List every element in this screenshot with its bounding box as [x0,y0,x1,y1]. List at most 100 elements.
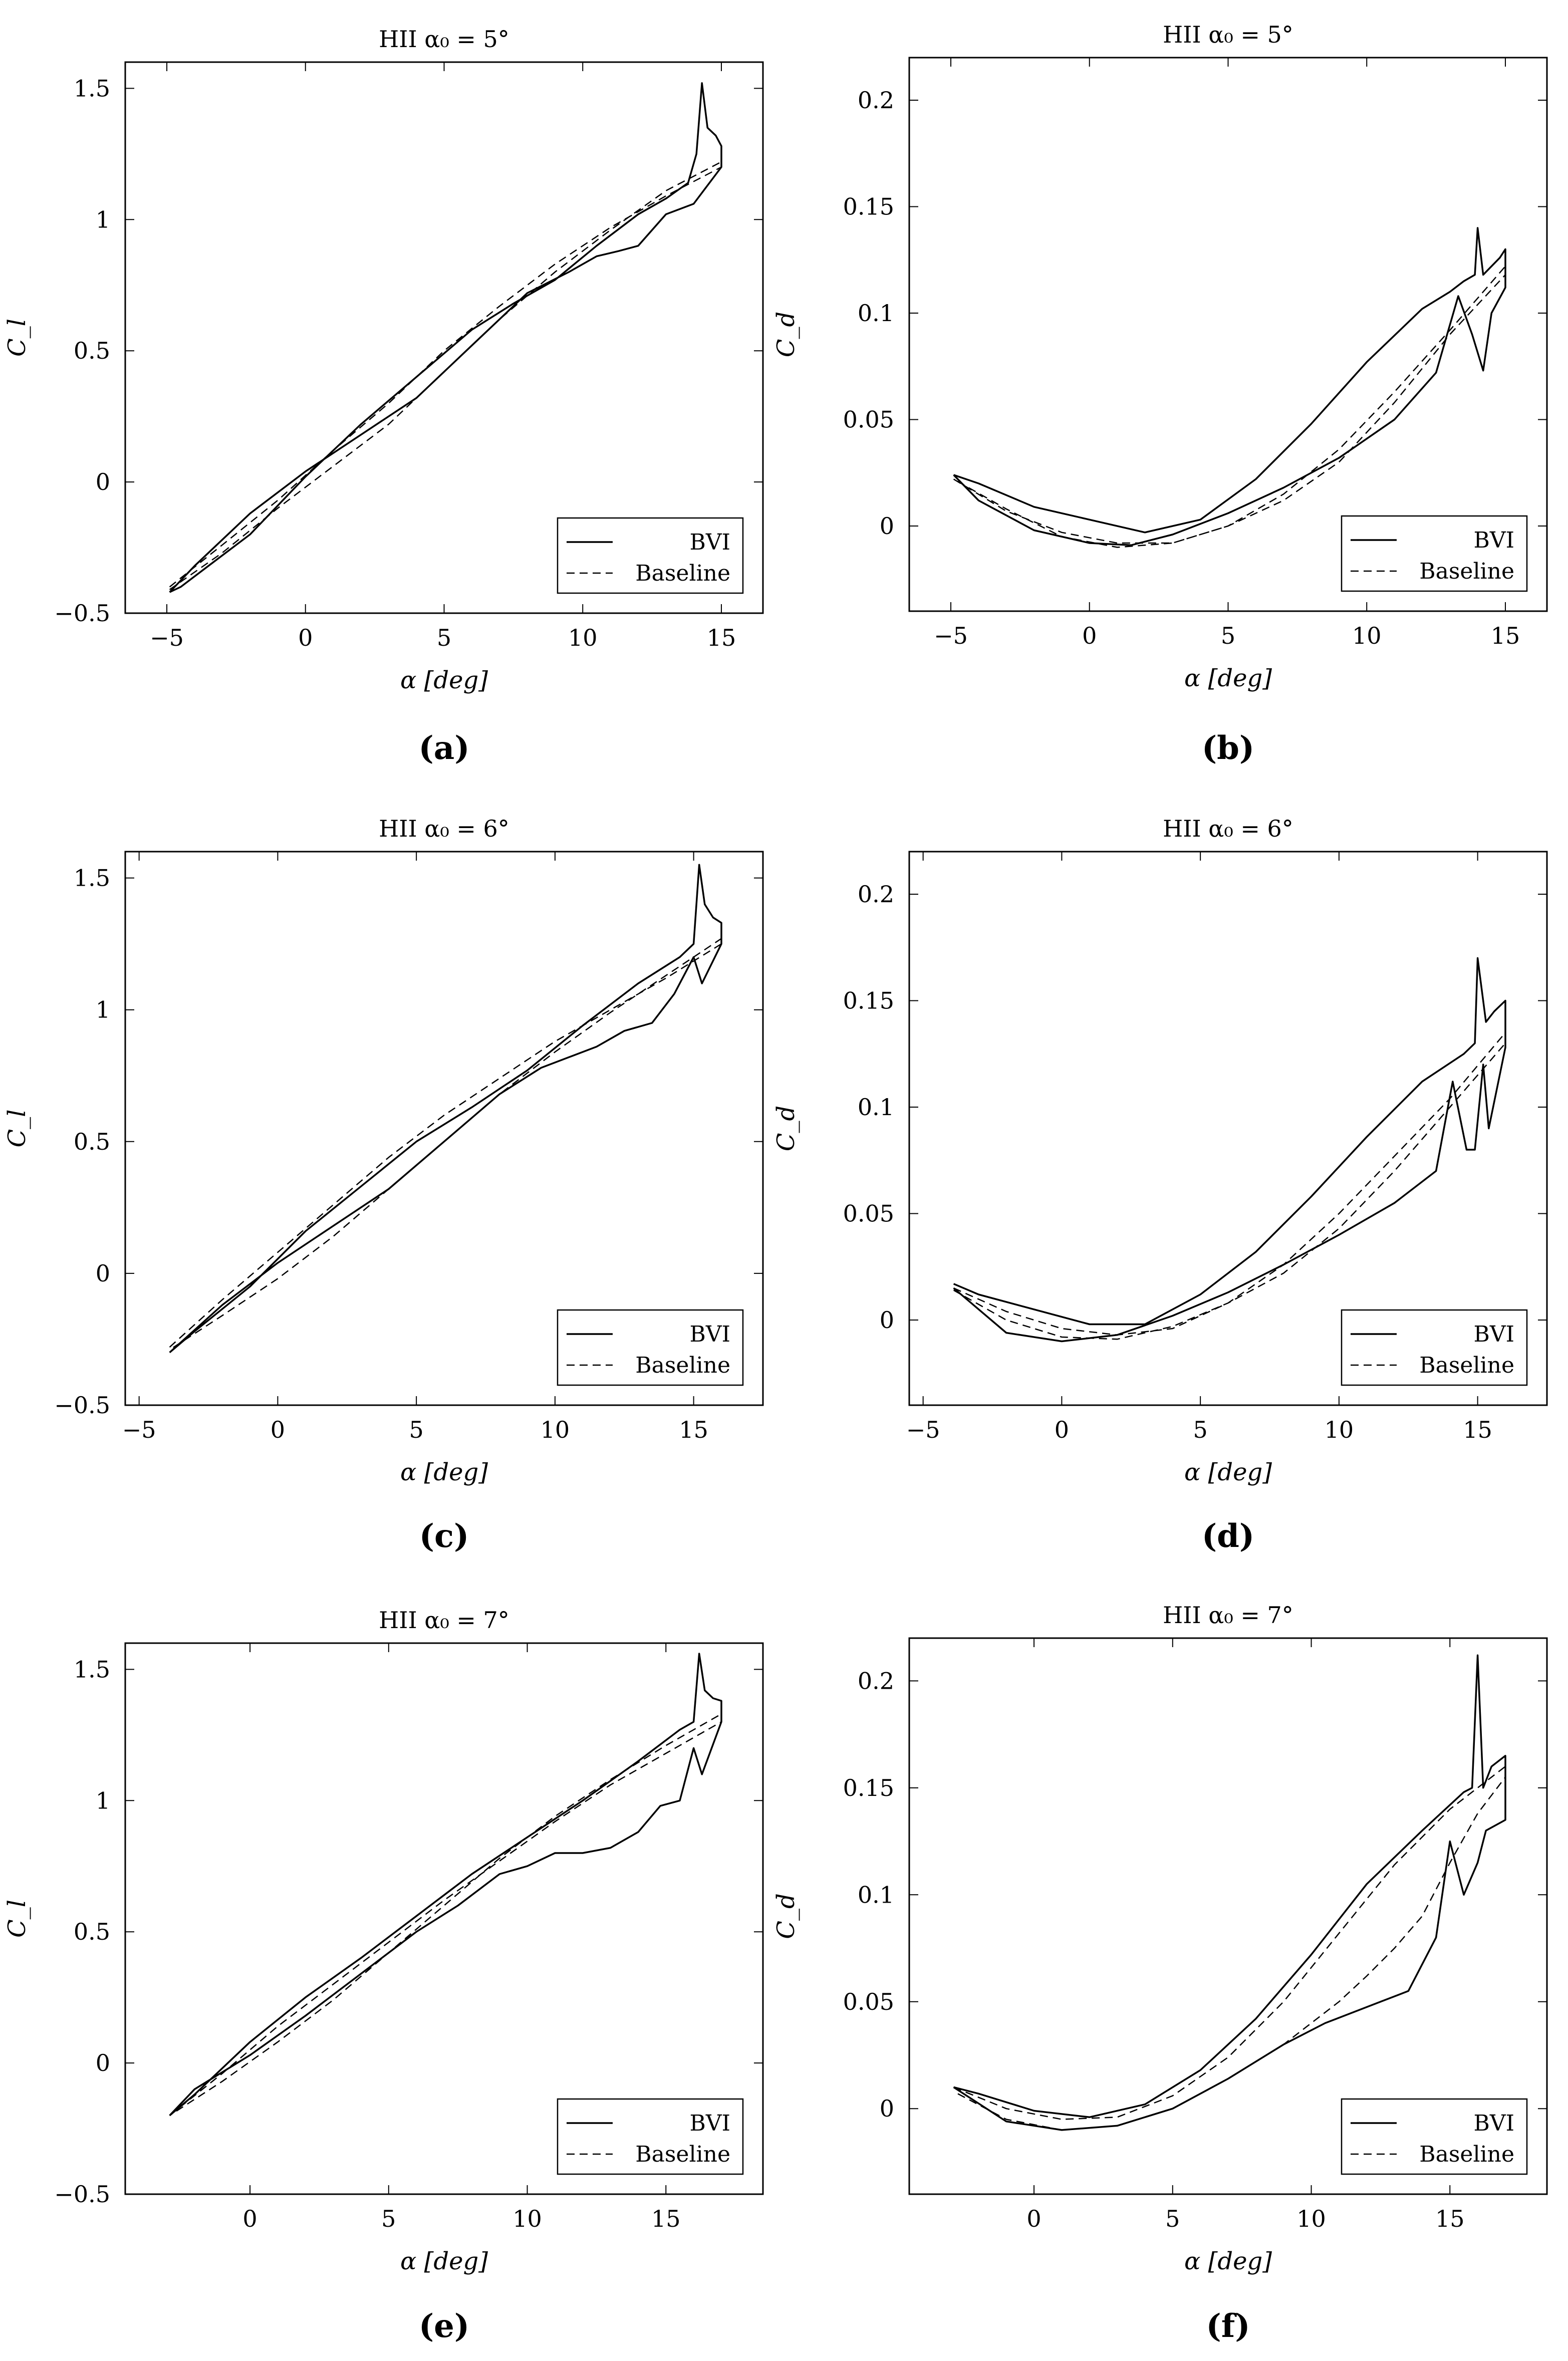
legend-label-baseline: Baseline [635,561,730,586]
x-axis-label: α [deg] [1184,664,1272,692]
y-axis-label: C_l [3,1109,31,1147]
y-axis-label: C_l [3,319,31,357]
y-tick-label: 0.15 [843,987,894,1014]
x-axis-label: α [deg] [1184,1458,1272,1486]
legend: BVI Baseline [1341,515,1528,592]
legend-box [1341,2098,1528,2175]
plot-frame [124,851,764,1406]
y-tick-label: 0.15 [843,1774,894,1801]
chart-title: HII α₀ = 6° [1163,815,1293,842]
series-line-bvi [953,1654,1506,2131]
chart-panel-f: HII α₀ = 7° 0 5 10 15 0 0.05 0.1 0.15 0.2 α [deg] C… [772,1602,1548,2345]
series-line-bvi [169,864,722,1354]
x-tick-label: 10 [1325,1416,1354,1443]
y-tick-label: 0.2 [858,1667,894,1694]
y-tick-label: 0.2 [858,881,894,908]
legend: BVI Baseline [1341,2098,1528,2175]
y-axis-label: C_d [772,312,800,357]
y-tick-label: 1.5 [74,865,110,892]
chart-panel-b: HII α₀ = 5° −5 0 5 10 15 0 0.05 0.1 0.15 0.2 α [deg… [772,21,1548,767]
y-tick-label: 0 [96,468,110,495]
series-line-bvi [953,957,1506,1343]
legend-label-baseline: Baseline [635,2142,730,2167]
y-tick-label: 1 [96,996,110,1023]
y-tick-label: 0.5 [74,1128,110,1155]
legend-box [1341,1309,1528,1386]
x-tick-label: 15 [679,1416,708,1443]
series-line-baseline [953,266,1506,548]
legend: BVI Baseline [557,517,744,594]
chart-title: HII α₀ = 5° [379,26,509,53]
x-tick-label: 5 [1221,622,1235,649]
x-tick-label: −5 [934,622,968,649]
chart-panel-d: HII α₀ = 6° −5 0 5 10 15 0 0.05 0.1 0.15 0.2 α [deg… [772,815,1548,1555]
panel-caption: (c) [419,1517,469,1555]
y-tick-label: 0.1 [858,1094,894,1121]
series-line-baseline [169,161,722,590]
x-tick-label: −5 [906,1416,940,1443]
legend-label-baseline: Baseline [1419,2142,1514,2167]
x-tick-label: 0 [1082,622,1097,649]
legend: BVI Baseline [1341,1309,1528,1386]
y-tick-label: 0 [96,1260,110,1287]
legend: BVI Baseline [557,2098,744,2175]
legend-label-bvi: BVI [690,1322,731,1347]
x-tick-label: 5 [381,2205,396,2232]
y-tick-label: 1 [96,206,110,233]
legend-box [557,2098,744,2175]
legend-box [1341,515,1528,592]
y-axis-label: C_d [772,1893,800,1939]
legend-label-baseline: Baseline [635,1353,730,1378]
y-axis-label: C_d [772,1106,800,1151]
y-tick-label: 0.1 [858,1881,894,1908]
x-tick-label: 15 [1435,2205,1465,2232]
legend-label-bvi: BVI [690,2111,731,2136]
plot-frame [908,1637,1548,2195]
x-tick-label: 10 [541,1416,570,1443]
panel-caption: (d) [1202,1517,1254,1555]
series-line-bvi [169,82,722,593]
y-tick-label: −0.5 [54,600,110,627]
y-tick-label: 0.05 [843,406,894,433]
x-tick-label: 15 [1491,622,1520,649]
y-tick-label: 0 [880,1306,894,1334]
y-tick-label: 0 [880,2095,894,2122]
x-tick-label: 5 [437,624,451,651]
legend-label-bvi: BVI [1474,528,1515,553]
series-line-bvi [953,227,1506,547]
y-axis-label: C_l [3,1900,31,1938]
y-tick-label: 0.1 [858,300,894,327]
legend-label-bvi: BVI [1474,2111,1515,2136]
panel-caption: (f) [1206,2307,1250,2345]
chart-title: HII α₀ = 7° [1163,1602,1293,1629]
chart-title: HII α₀ = 7° [379,1607,509,1634]
plot-frame [908,851,1548,1406]
y-tick-label: 0.2 [858,87,894,114]
series-line-bvi [169,1653,722,2117]
x-tick-label: 5 [409,1416,424,1443]
x-tick-label: −5 [122,1416,156,1443]
series-line-baseline [169,938,722,1351]
y-tick-label: 1 [96,1787,110,1814]
x-tick-label: 15 [651,2205,681,2232]
series-line-baseline [953,1032,1506,1340]
x-tick-label: −5 [150,624,184,651]
series-line-baseline [169,1713,722,2116]
y-tick-label: 1.5 [74,75,110,102]
legend-label-bvi: BVI [690,530,731,555]
x-tick-label: 10 [568,624,598,651]
chart-panel-e: HII α₀ = 7° 0 5 10 15 −0.5 0 0.5 1 1.5 α [deg] C_l B… [3,1607,764,2345]
x-tick-label: 10 [512,2205,542,2232]
panel-caption: (b) [1202,729,1254,767]
chart-title: HII α₀ = 6° [379,815,509,842]
chart-panel-a: HII α₀ = 5° −5 0 5 10 15 −0.5 0 0.5 1 1.5 α [deg] C_… [3,26,764,767]
x-axis-label: α [deg] [400,666,488,694]
legend-box [557,517,744,594]
x-tick-label: 15 [1463,1416,1492,1443]
x-tick-label: 0 [1055,1416,1069,1443]
x-axis-label: α [deg] [1184,2247,1272,2275]
x-tick-label: 0 [1026,2205,1041,2232]
plot-frame [124,1642,764,2195]
y-tick-label: 0 [880,512,894,540]
y-tick-label: −0.5 [54,2181,110,2208]
